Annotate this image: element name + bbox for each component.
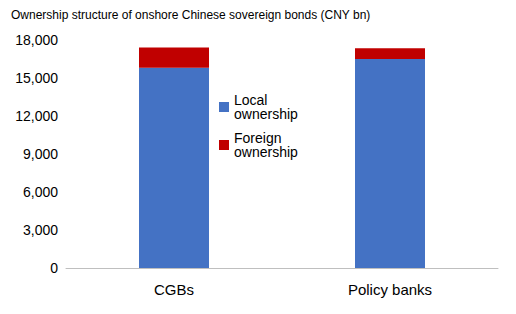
svg-text:ownership: ownership: [234, 144, 298, 160]
svg-text:Policy banks: Policy banks: [348, 281, 432, 298]
svg-text:12,000: 12,000: [15, 108, 58, 124]
svg-text:0: 0: [50, 260, 58, 276]
svg-text:18,000: 18,000: [15, 32, 58, 48]
svg-text:9,000: 9,000: [23, 146, 58, 162]
svg-text:15,000: 15,000: [15, 70, 58, 86]
svg-text:ownership: ownership: [234, 106, 298, 122]
svg-text:Ownership structure of onshore: Ownership structure of onshore Chinese s…: [11, 8, 370, 22]
svg-text:Foreign: Foreign: [234, 130, 286, 146]
svg-text:CGBs: CGBs: [154, 281, 194, 298]
svg-text:Local: Local: [234, 92, 272, 108]
svg-text:3,000: 3,000: [23, 222, 58, 238]
svg-text:6,000: 6,000: [23, 184, 58, 200]
